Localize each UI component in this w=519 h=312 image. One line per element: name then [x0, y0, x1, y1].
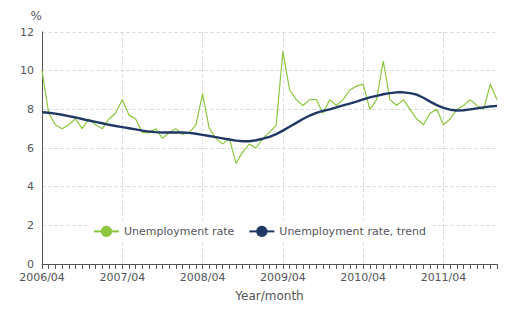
- svg-text:2008/04: 2008/04: [180, 271, 226, 284]
- svg-text:2007/04: 2007/04: [99, 271, 145, 284]
- svg-text:2009/04: 2009/04: [260, 271, 306, 284]
- svg-text:8: 8: [27, 103, 34, 116]
- svg-text:2011/04: 2011/04: [421, 271, 467, 284]
- svg-text:2010/04: 2010/04: [340, 271, 386, 284]
- svg-text:4: 4: [27, 180, 34, 193]
- svg-text:Unemployment rate, trend: Unemployment rate, trend: [279, 225, 426, 238]
- svg-text:0: 0: [27, 258, 34, 271]
- svg-text:12: 12: [20, 26, 34, 39]
- svg-text:Unemployment rate: Unemployment rate: [124, 225, 235, 238]
- svg-text:%: %: [31, 9, 42, 23]
- svg-text:10: 10: [20, 64, 34, 77]
- svg-text:2006/04: 2006/04: [19, 271, 65, 284]
- svg-text:Year/month: Year/month: [234, 289, 303, 303]
- svg-text:2: 2: [27, 219, 34, 232]
- svg-text:6: 6: [27, 142, 34, 155]
